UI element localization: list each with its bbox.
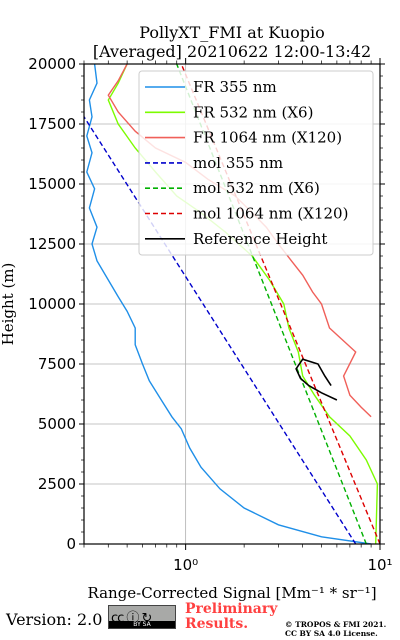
cc-license-badge: cc ⓘ ↻ BY SA <box>108 605 176 629</box>
axes: 0 2500 5000 7500 10000 12500 15000 17500 20000 10… <box>28 55 392 574</box>
y-tick-label: 2500 <box>38 475 76 493</box>
y-tick-label: 20000 <box>28 55 76 73</box>
copyright-line-1: © TROPOS & FMI 2021. <box>285 620 387 629</box>
copyright-line-2: CC BY SA 4.0 License. <box>285 629 378 638</box>
series-line-reference-height <box>295 358 338 401</box>
series-line-fr-532-nm-x6 <box>107 64 379 544</box>
series-line-mol-355-nm <box>84 116 357 544</box>
series-line-mol-532-nm-x6 <box>176 64 367 544</box>
chart-subtitle: [Averaged] 20210622 12:00-13:42 <box>93 42 371 61</box>
legend-label: FR 355 nm <box>193 78 277 96</box>
legend: FR 355 nm FR 532 nm (X6) FR 1064 nm (X120)… <box>138 70 374 256</box>
y-tick-label: 12500 <box>28 235 76 253</box>
legend-label: FR 532 nm (X6) <box>193 103 313 121</box>
y-tick-label: 7500 <box>38 355 76 373</box>
y-tick-label: 17500 <box>28 115 76 133</box>
legend-label: mol 355 nm <box>193 154 283 172</box>
preliminary-line-1: Preliminary <box>185 601 278 617</box>
x-tick-label: 10¹ <box>367 556 392 574</box>
chart-title: PollyXT_FMI at Kuopio <box>139 23 325 42</box>
series-line-fr-355-nm <box>86 64 372 544</box>
y-axis-label: Height (m) <box>0 263 17 346</box>
preliminary-notice: Preliminary Results. <box>185 602 277 632</box>
legend-label: Reference Height <box>193 230 327 248</box>
copyright-notice: © TROPOS & FMI 2021. CC BY SA 4.0 Licens… <box>285 620 386 638</box>
y-tick-label: 0 <box>66 535 76 553</box>
y-tick-label: 15000 <box>28 175 76 193</box>
preliminary-line-2: Results. <box>185 616 249 632</box>
y-tick-label: 5000 <box>38 415 76 433</box>
legend-label: mol 532 nm (X6) <box>193 179 320 197</box>
legend-box <box>138 70 374 256</box>
legend-label: mol 1064 nm (X120) <box>193 205 348 223</box>
y-tick-label: 10000 <box>28 295 76 313</box>
legend-label: FR 1064 nm (X120) <box>193 129 342 147</box>
cc-badge-strip: BY SA <box>109 621 175 628</box>
version-label: Version: 2.0 <box>6 610 103 629</box>
x-tick-label: 10⁰ <box>173 556 198 574</box>
x-axis-label: Range-Corrected Signal [Mm⁻¹ * sr⁻¹] <box>87 584 376 602</box>
